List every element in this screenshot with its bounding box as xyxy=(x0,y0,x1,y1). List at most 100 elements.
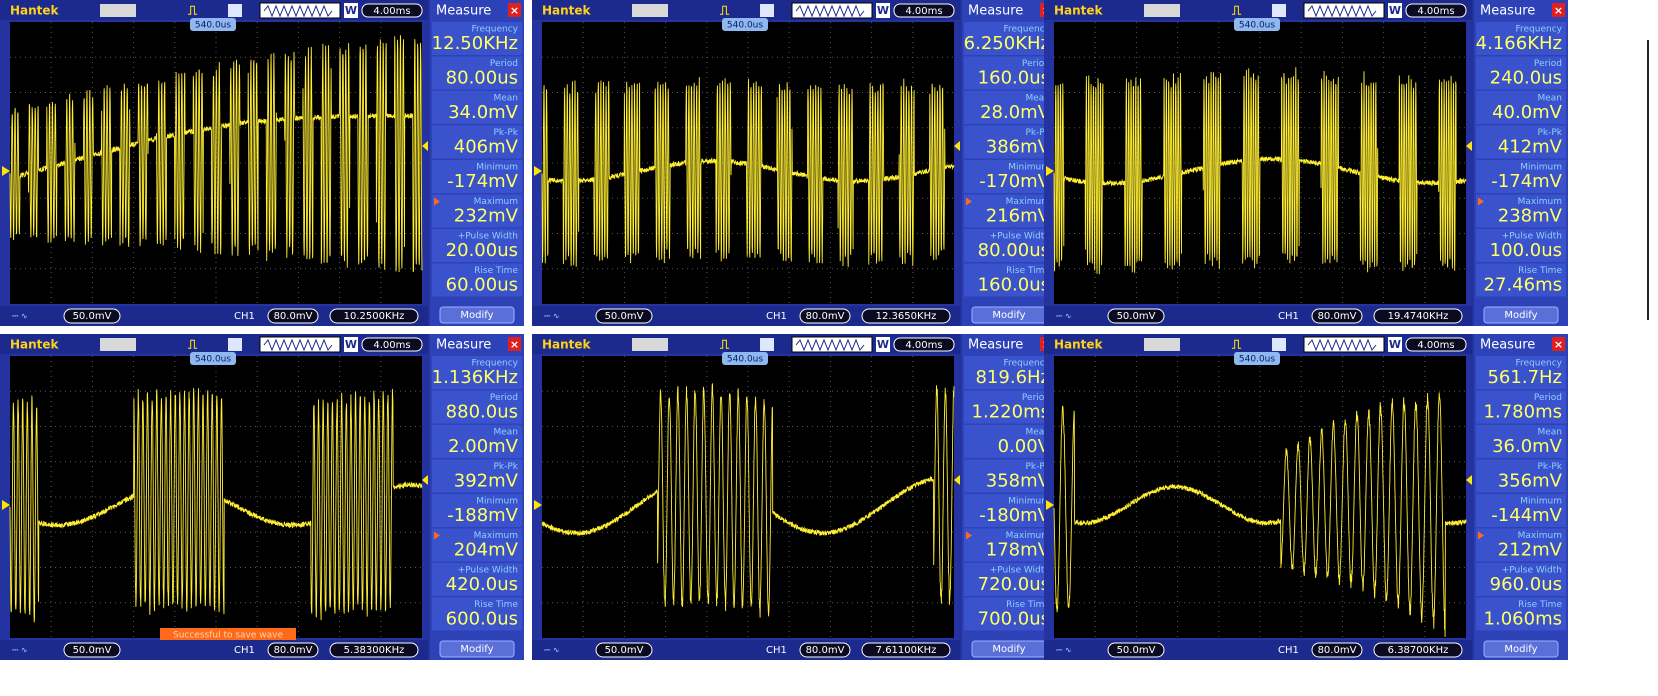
close-button[interactable] xyxy=(1552,3,1565,17)
channel: CH1 xyxy=(234,645,255,656)
brand: Hantek xyxy=(10,338,60,352)
maximum-marker xyxy=(966,531,972,540)
measure-title: Measure xyxy=(968,338,1023,353)
volts-pill xyxy=(1107,308,1165,324)
volts-pill xyxy=(63,308,121,324)
modify-label: Modify xyxy=(992,310,1025,321)
measure-cell xyxy=(1476,528,1566,562)
volts-div: 50.0mV xyxy=(1117,645,1156,656)
timebase-pill xyxy=(1405,337,1467,352)
measure-cell xyxy=(1476,597,1566,631)
timebase-pill xyxy=(893,337,955,352)
measure-cell xyxy=(964,194,1054,228)
measure-cell xyxy=(432,425,522,458)
measure-cell xyxy=(964,22,1054,55)
measure-cell xyxy=(432,91,522,124)
measure-value: 1.136KHz xyxy=(432,367,518,388)
trigger-position: 540.0us xyxy=(1239,21,1275,31)
mode: W xyxy=(1389,338,1401,351)
run-icon: ⎍ xyxy=(188,4,198,19)
save-icon xyxy=(760,338,774,351)
measure-cell xyxy=(964,263,1054,297)
measure-value: 356mV xyxy=(1498,471,1563,492)
save-icon xyxy=(1272,338,1286,351)
measure-label: Pk-Pk xyxy=(493,462,518,472)
counter-pill xyxy=(1373,308,1463,324)
measure-label: Maximum xyxy=(1006,197,1050,207)
measure-cell xyxy=(432,597,522,631)
measure-value: 28.0mV xyxy=(980,102,1051,123)
mode-box xyxy=(1388,337,1402,352)
measure-label: +Pulse Width xyxy=(458,566,518,576)
measure-label: +Pulse Width xyxy=(990,232,1050,242)
modify-button[interactable] xyxy=(439,306,515,324)
scope-panel: Hantek ⎍ W 4.00ms 540.0us ⎓ ∿ 50.0mV CH1 80.0mV 7… xyxy=(532,334,1056,660)
measure-value: 880.0us xyxy=(446,402,518,423)
close-button[interactable] xyxy=(508,3,521,17)
measure-cell xyxy=(1476,194,1566,228)
level-pill xyxy=(799,308,851,324)
measure-cell xyxy=(432,194,522,228)
measure-cell xyxy=(432,563,522,596)
measure-label: Period xyxy=(1022,393,1050,403)
measure-label: Period xyxy=(1534,59,1562,69)
mode: W xyxy=(345,4,357,17)
measure-label: Rise Time xyxy=(1518,266,1562,276)
tool-icon xyxy=(1144,4,1180,17)
measure-label: +Pulse Width xyxy=(990,566,1050,576)
close-button[interactable] xyxy=(1552,337,1565,351)
measure-value: 27.46ms xyxy=(1484,275,1562,296)
trigger-level: 80.0mV xyxy=(806,645,845,656)
measure-cell xyxy=(1476,263,1566,297)
trigger-position: 540.0us xyxy=(195,355,231,365)
measure-value: 1.220ms xyxy=(972,402,1050,423)
measure-label: Maximum xyxy=(1518,531,1562,541)
measure-title: Measure xyxy=(436,4,491,19)
trigger-marker xyxy=(422,141,428,151)
scope-panel: Hantek ⎍ W 4.00ms 540.0us ⎓ ∿ 50.0mV CH1 80.0mV 1… xyxy=(1044,0,1568,326)
measure-label: Minimum xyxy=(476,497,518,507)
waveform-trace xyxy=(1053,392,1467,638)
run-icon: ⎍ xyxy=(720,338,730,353)
trigger-level: 80.0mV xyxy=(1318,645,1357,656)
measure-cell xyxy=(964,356,1054,389)
measure-value: 240.0us xyxy=(1490,68,1562,89)
maximum-marker xyxy=(966,197,972,206)
save-icon xyxy=(1272,4,1286,17)
run-icon: ⎍ xyxy=(720,4,730,19)
measure-label: Minimum xyxy=(1008,497,1050,507)
measure-value: -174mV xyxy=(1491,171,1562,192)
counter: 19.4740KHz xyxy=(1388,311,1449,322)
modify-button[interactable] xyxy=(1483,640,1559,658)
measure-label: Pk-Pk xyxy=(1025,128,1050,138)
measure-cell xyxy=(432,459,522,493)
measure-label: Pk-Pk xyxy=(1025,462,1050,472)
trigger-position: 540.0us xyxy=(1239,355,1275,365)
measure-value: 700.0us xyxy=(978,609,1050,630)
ground-marker xyxy=(534,500,542,510)
trigger-marker xyxy=(954,141,960,151)
measure-value: 561.7Hz xyxy=(1487,367,1562,388)
measure-value: -144mV xyxy=(1491,505,1562,526)
close-button[interactable] xyxy=(508,337,521,351)
toast-text: Successful to save wave xyxy=(173,631,283,641)
measure-cell xyxy=(1476,459,1566,493)
volts-pill xyxy=(1107,642,1165,658)
measure-cell xyxy=(964,160,1054,193)
modify-button[interactable] xyxy=(1483,306,1559,324)
waveform-trace xyxy=(541,77,955,267)
timebase: 4.00ms xyxy=(905,340,942,351)
coupling-icon: ⎓ ∿ xyxy=(544,312,560,321)
measure-label: Mean xyxy=(1025,94,1050,104)
waveform-icon xyxy=(1303,336,1385,353)
modify-button[interactable] xyxy=(439,640,515,658)
maximum-marker xyxy=(1478,197,1484,206)
ground-marker xyxy=(1046,500,1054,510)
waveform-icon-wave xyxy=(795,4,865,18)
save-icon xyxy=(228,338,242,351)
level-pill xyxy=(1311,642,1363,658)
measure-label: Rise Time xyxy=(1006,600,1050,610)
waveform-icon xyxy=(791,336,873,353)
timebase: 4.00ms xyxy=(905,6,942,17)
